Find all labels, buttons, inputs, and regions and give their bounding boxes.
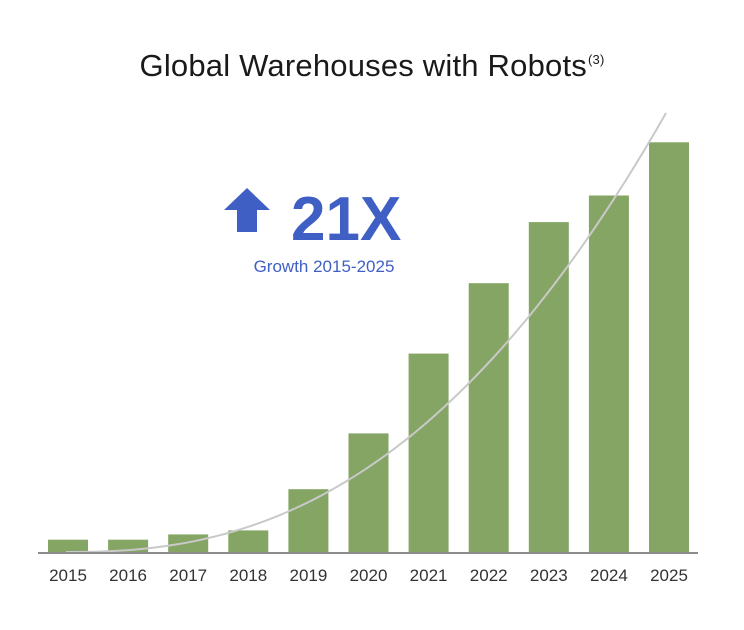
- x-tick-label: 2022: [470, 566, 508, 585]
- bar-2022: [468, 283, 509, 553]
- bars-layer: [48, 142, 689, 554]
- bar-2017: [168, 534, 209, 553]
- x-tick-label: 2021: [410, 566, 448, 585]
- title-footnote: (3): [587, 52, 605, 67]
- x-tick-label: 2019: [289, 566, 327, 585]
- x-tick-label: 2024: [590, 566, 628, 585]
- x-tick-label: 2025: [650, 566, 688, 585]
- x-tick-label: 2020: [350, 566, 388, 585]
- chart-title: Global Warehouses with Robots(3): [0, 48, 744, 84]
- bar-2018: [228, 530, 269, 553]
- trend-line: [66, 112, 667, 553]
- bar-2025: [649, 142, 689, 554]
- x-tick-label: 2015: [49, 566, 87, 585]
- x-tick-label: 2018: [229, 566, 267, 585]
- up-arrow-icon: [224, 188, 270, 232]
- growth-callout: 21X Growth 2015-2025: [224, 185, 401, 276]
- bar-2024: [588, 195, 629, 553]
- growth-value: 21X: [291, 185, 401, 254]
- x-tick-label: 2023: [530, 566, 568, 585]
- x-tick-label: 2016: [109, 566, 147, 585]
- chart-title-text: Global Warehouses with Robots: [139, 48, 587, 83]
- x-tick-labels: 2015 2016 2017 2018 2019 2020 2021 2022 2023 2024…: [49, 566, 688, 585]
- growth-label: Growth 2015-2025: [254, 257, 395, 276]
- bar-2020: [348, 433, 389, 553]
- bar-2021: [408, 353, 449, 553]
- bar-2019: [288, 489, 329, 553]
- x-tick-label: 2017: [169, 566, 207, 585]
- bar-2023: [528, 222, 569, 553]
- bar-2015: [48, 539, 88, 553]
